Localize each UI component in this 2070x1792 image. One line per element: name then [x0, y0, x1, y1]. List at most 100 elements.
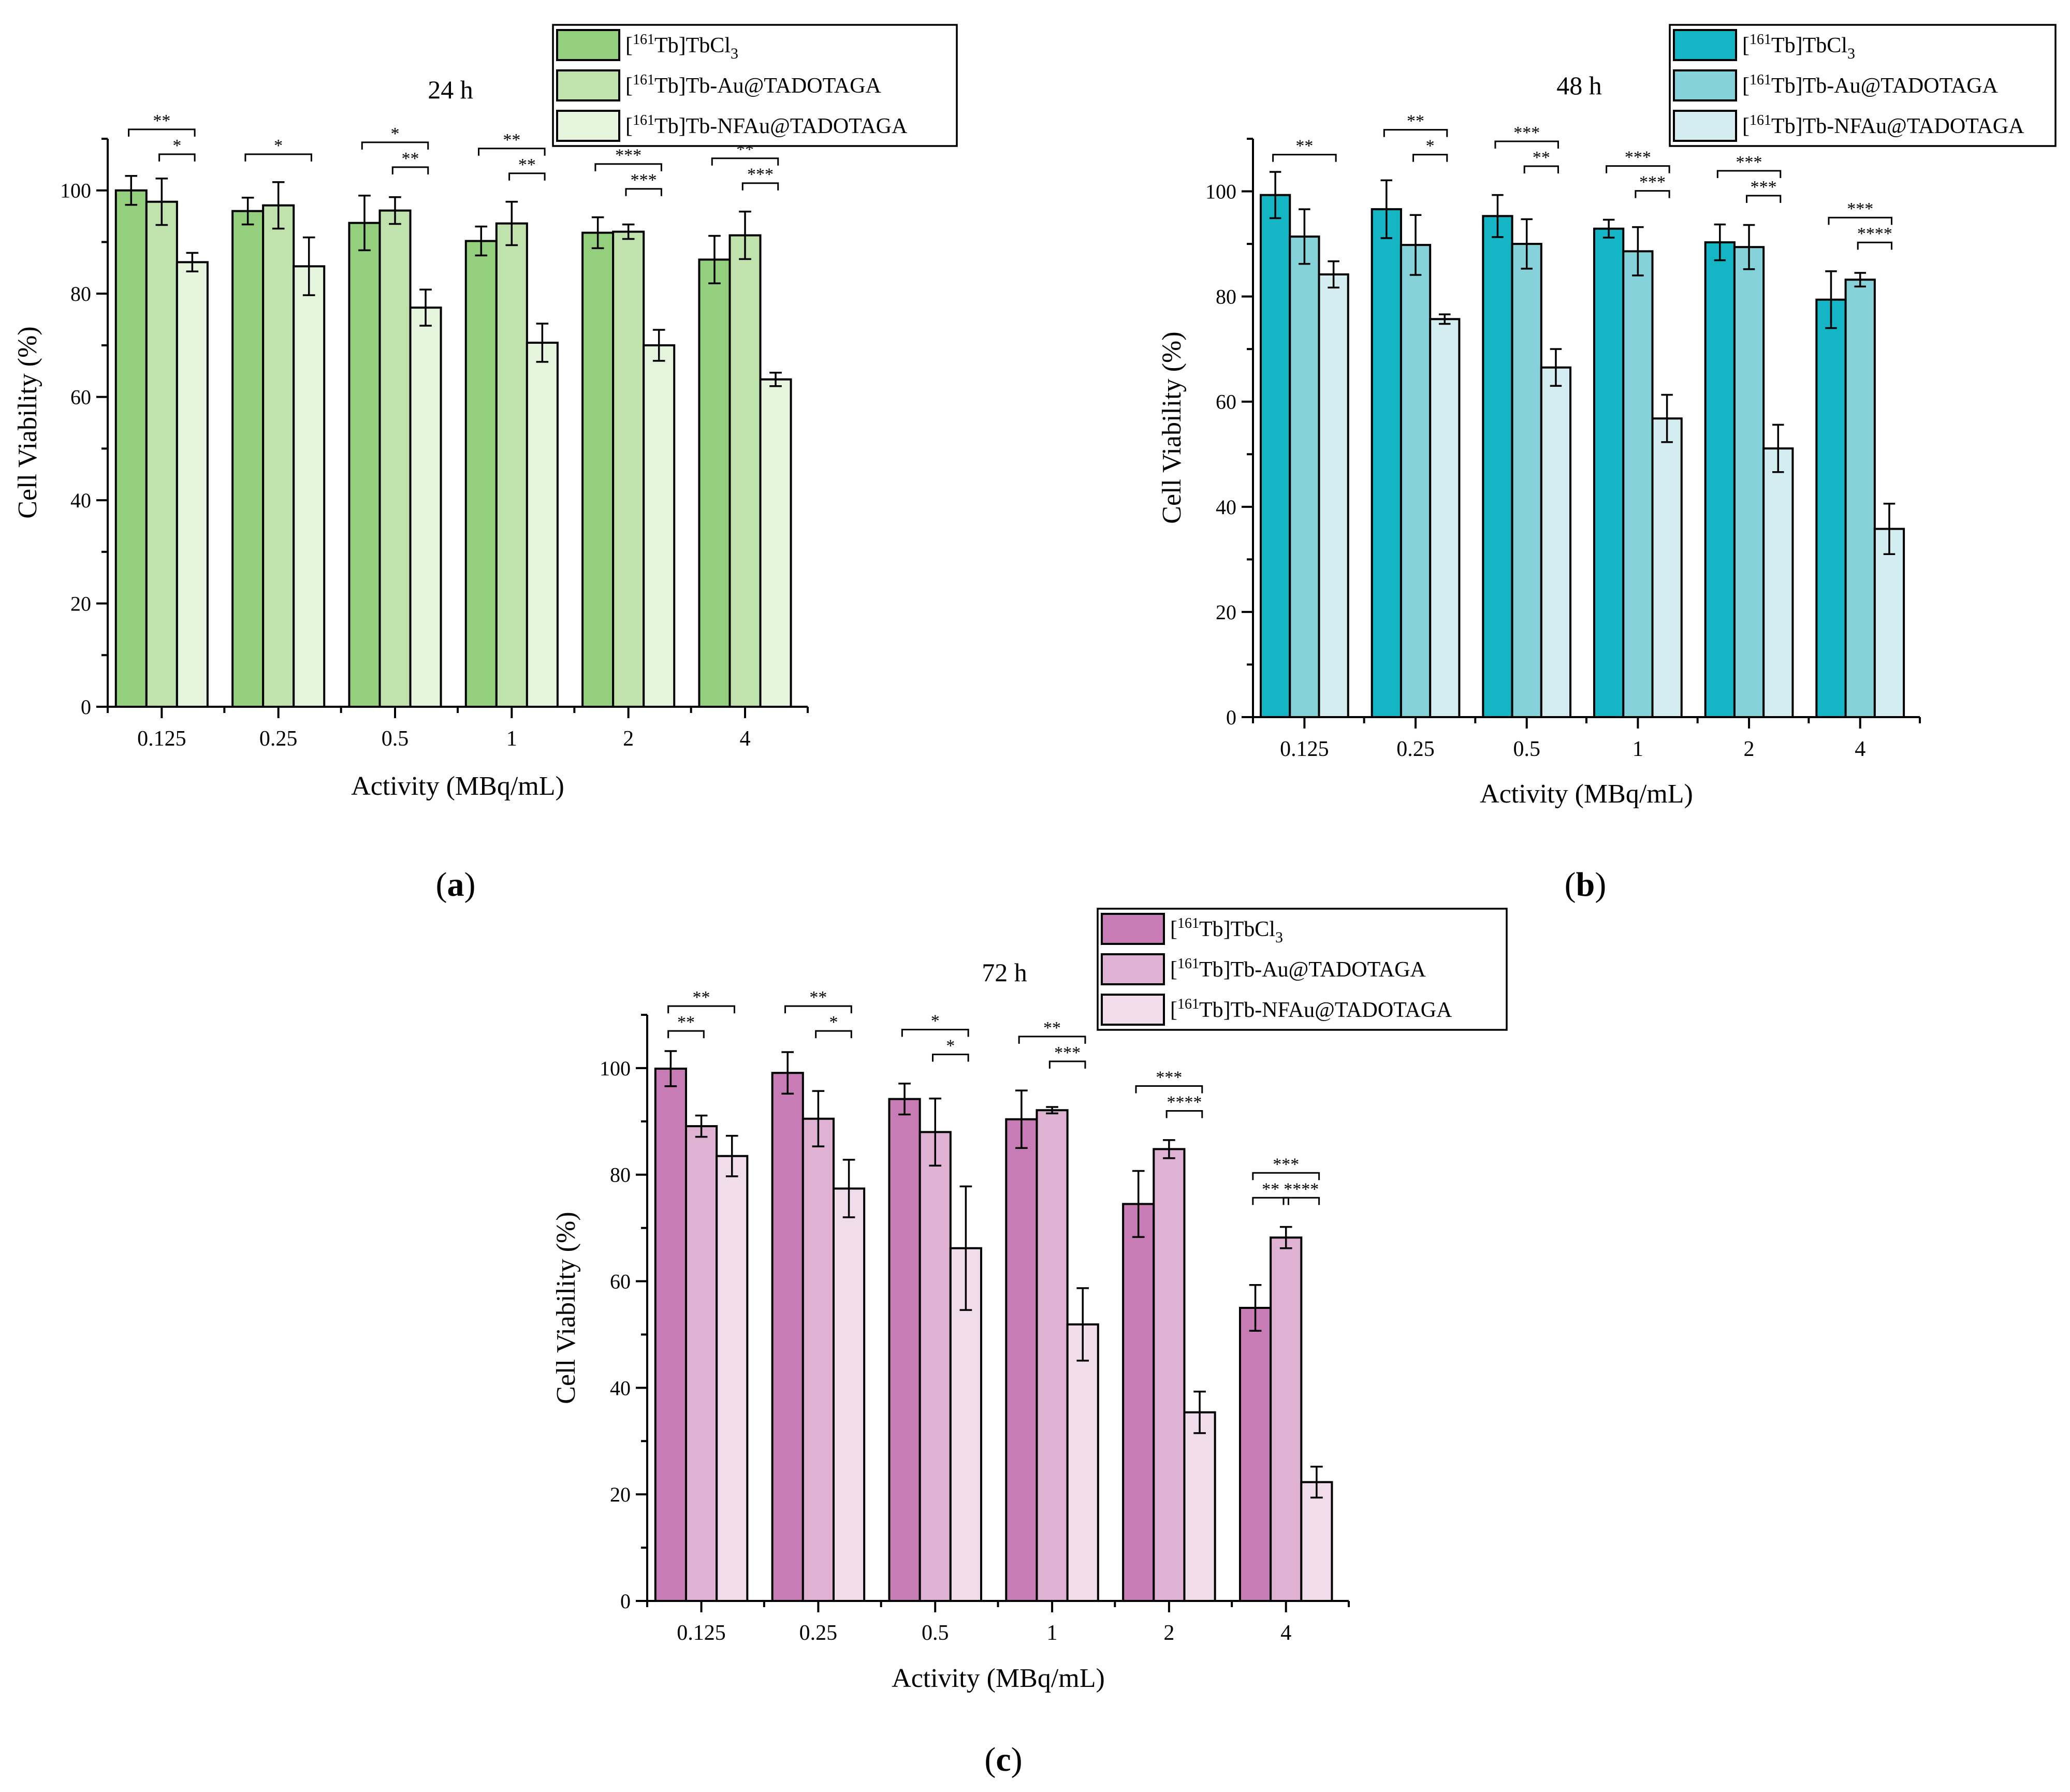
significance-bracket [1635, 190, 1670, 198]
bar [1066, 1323, 1099, 1602]
error-bar [1299, 208, 1310, 265]
x-axis-label: Activity (MBq/mL) [1480, 779, 1693, 809]
bar [1482, 215, 1513, 719]
error-bar [1163, 1139, 1175, 1159]
legend: [161Tb]TbCl3 [161Tb]Tb-Au@TADOTAGA [161Tb]… [1097, 908, 1508, 1031]
error-bar [419, 288, 432, 327]
bar [728, 234, 762, 708]
error-bar [1714, 223, 1726, 261]
significance-bracket [128, 128, 196, 137]
bar [759, 378, 792, 708]
significance-label: **** [1284, 1179, 1319, 1199]
significance-bracket [1282, 1197, 1320, 1205]
significance-label: * [172, 136, 181, 155]
significance-label: ** [518, 155, 536, 174]
significance-bracket [1272, 154, 1337, 162]
legend-label: [161Tb]TbCl3 [1170, 915, 1283, 946]
y-tick-label: 20 [1216, 601, 1236, 624]
y-axis-label: Cell Viability (%) [551, 1212, 581, 1404]
error-bar [358, 194, 371, 252]
bar [526, 341, 559, 708]
significance-label: ** [677, 1013, 695, 1032]
x-tick-label: 4 [739, 727, 750, 751]
significance-label: ** [1407, 112, 1424, 131]
significance-label: *** [1736, 153, 1762, 172]
error-bar [155, 178, 168, 226]
legend-swatch [556, 69, 620, 101]
significance-label: *** [1639, 173, 1666, 192]
error-bar [241, 196, 254, 226]
legend-swatch [1673, 110, 1737, 142]
significance-bracket [1412, 154, 1448, 162]
bar [1036, 1109, 1069, 1602]
error-bar [1854, 272, 1866, 288]
y-axis-label: Cell Viability (%) [1157, 331, 1187, 523]
x-tick-label: 0.125 [677, 1621, 726, 1645]
significance-bracket [667, 1005, 735, 1014]
bar [1260, 194, 1291, 718]
bar [1005, 1118, 1038, 1602]
x-tick-label: 0.5 [382, 727, 409, 751]
y-tick-label: 20 [610, 1483, 631, 1506]
significance-label: **** [1857, 224, 1892, 243]
bar [1183, 1411, 1216, 1602]
bar [919, 1131, 952, 1602]
bar [832, 1187, 866, 1602]
error-bar [1439, 313, 1451, 325]
significance-bracket [1523, 165, 1559, 173]
legend: [161Tb]TbCl3 [161Tb]Tb-Au@TADOTAGA [161Tb]… [552, 24, 958, 147]
y-tick-label: 80 [1216, 285, 1236, 309]
bar [1289, 235, 1320, 718]
bar [1704, 241, 1736, 718]
significance-label: ** [809, 988, 827, 1007]
error-bar [1772, 424, 1784, 473]
y-tick-label: 40 [70, 489, 91, 512]
chart-panel-b: 0 20 40 60 80 100 0.125 0.25 0.5 1 2 4 Activity (MBq… [1157, 24, 2057, 904]
x-tick-label: 4 [1280, 1621, 1291, 1645]
x-axis-label: Activity (MBq/mL) [892, 1664, 1105, 1693]
x-tick-label: 1 [1632, 737, 1643, 761]
y-axis-label: Cell Viability (%) [13, 326, 42, 518]
bar [1429, 318, 1461, 718]
x-axis-label: Activity (MBq/mL) [351, 771, 564, 801]
legend-label: [161Tb]TbCl3 [1742, 32, 1855, 62]
x-tick-label: 2 [1163, 1621, 1174, 1645]
error-bar [1310, 1465, 1323, 1499]
x-tick-label: 0.125 [137, 727, 186, 751]
bar [1651, 417, 1683, 718]
legend-label: [161Tb]Tb-Au@TADOTAGA [625, 72, 882, 98]
significance-label: *** [1625, 148, 1651, 167]
error-bar [664, 1050, 677, 1087]
bar [1238, 1307, 1272, 1602]
error-bar [1661, 394, 1673, 443]
error-bar [1409, 214, 1422, 276]
error-bar [186, 252, 199, 273]
error-bar [272, 181, 285, 230]
significance-label: ** [1043, 1018, 1061, 1038]
y-tick-label: 0 [620, 1590, 631, 1613]
significance-bracket [1252, 1172, 1320, 1181]
error-bar [302, 236, 315, 296]
significance-bracket [931, 1053, 969, 1062]
legend-swatch [1101, 994, 1165, 1026]
error-bar [1046, 1106, 1058, 1115]
legend-swatch [1673, 69, 1737, 101]
bar [1400, 244, 1432, 718]
x-tick-label: 0.5 [1513, 737, 1540, 761]
significance-bracket [1252, 1197, 1289, 1205]
error-bar [1883, 502, 1896, 555]
error-bar [1193, 1390, 1206, 1434]
legend-swatch [556, 29, 620, 61]
significance-bracket [361, 141, 429, 150]
legend-box [1097, 908, 1508, 1031]
y-tick-label: 20 [70, 592, 91, 616]
significance-label: *** [1513, 123, 1540, 142]
bar [654, 1067, 687, 1602]
x-tick-label: 1 [1047, 1621, 1058, 1645]
error-bar [842, 1159, 855, 1218]
significance-bracket [1716, 170, 1782, 178]
bar [145, 200, 178, 708]
y-tick-label: 60 [1216, 390, 1236, 414]
chart-title: 48 h [1556, 71, 1602, 100]
error-bar [1269, 171, 1281, 220]
